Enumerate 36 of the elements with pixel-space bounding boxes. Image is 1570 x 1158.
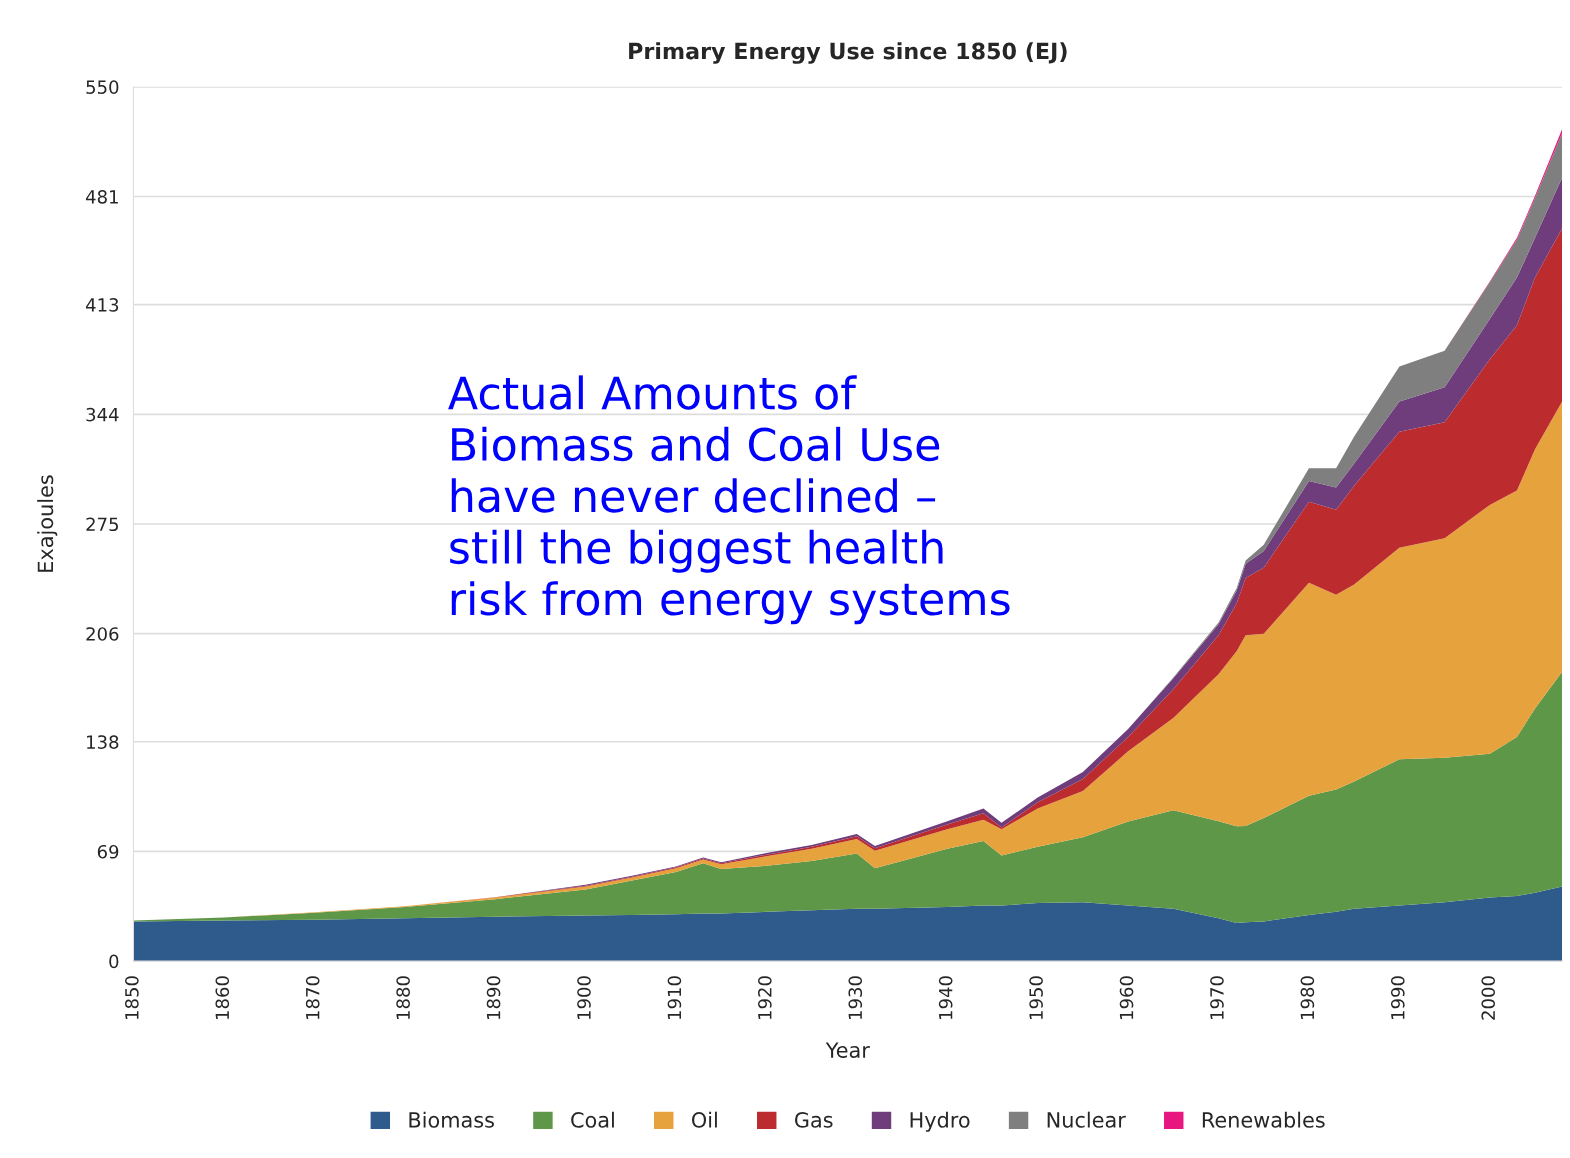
legend-label: Gas — [794, 1112, 833, 1128]
x-tick-label: 1910 — [667, 976, 682, 1019]
x-tick-label: 1900 — [577, 976, 591, 1019]
legend-label: Renewables — [1202, 1111, 1325, 1128]
legend-label: Hydro — [910, 1111, 970, 1132]
y-tick-label: 275 — [86, 517, 118, 532]
legend-label: Oil — [692, 1111, 717, 1128]
x-tick-label: 1930 — [848, 976, 863, 1019]
x-tick-label: 1880 — [396, 976, 410, 1019]
y-tick-label: 344 — [86, 407, 119, 422]
legend-label: Biomass — [409, 1111, 494, 1128]
x-tick-label: 1990 — [1390, 976, 1405, 1019]
y-axis-title: Exajoules — [37, 475, 58, 572]
x-tick-label: 1870 — [305, 976, 320, 1019]
x-tick-label: 1950 — [1029, 976, 1043, 1019]
y-tick-label: 0 — [109, 954, 119, 969]
x-tick-label: 1970 — [1210, 976, 1224, 1019]
y-tick-label: 481 — [85, 189, 118, 204]
y-tick-label: 138 — [87, 735, 119, 749]
y-tick-label: 550 — [86, 80, 119, 94]
x-tick-label: 2000 — [1481, 976, 1496, 1020]
x-tick-label: 1960 — [1119, 976, 1134, 1019]
y-tick-label: 69 — [97, 844, 119, 859]
legend-label: Coal — [571, 1111, 614, 1128]
y-tick-label: 413 — [85, 298, 119, 312]
chart-title: Primary Energy Use since 1850 (EJ) — [629, 42, 1067, 64]
legend-label: Nuclear — [1047, 1111, 1126, 1128]
x-axis-title: Year — [825, 1042, 870, 1058]
annotation: Actual Amounts of Biomass and Coal Use have never declined – still the biggest health risk from energy systems — [448, 375, 1010, 625]
y-tick-label: 206 — [86, 627, 119, 641]
x-tick-label: 1920 — [758, 976, 772, 1019]
x-tick-label: 1940 — [938, 976, 953, 1019]
x-tick-label: 1890 — [486, 976, 501, 1019]
x-tick-label: 1850 — [125, 976, 139, 1019]
x-tick-label: 1860 — [215, 976, 230, 1019]
x-tick-label: 1980 — [1300, 976, 1315, 1019]
